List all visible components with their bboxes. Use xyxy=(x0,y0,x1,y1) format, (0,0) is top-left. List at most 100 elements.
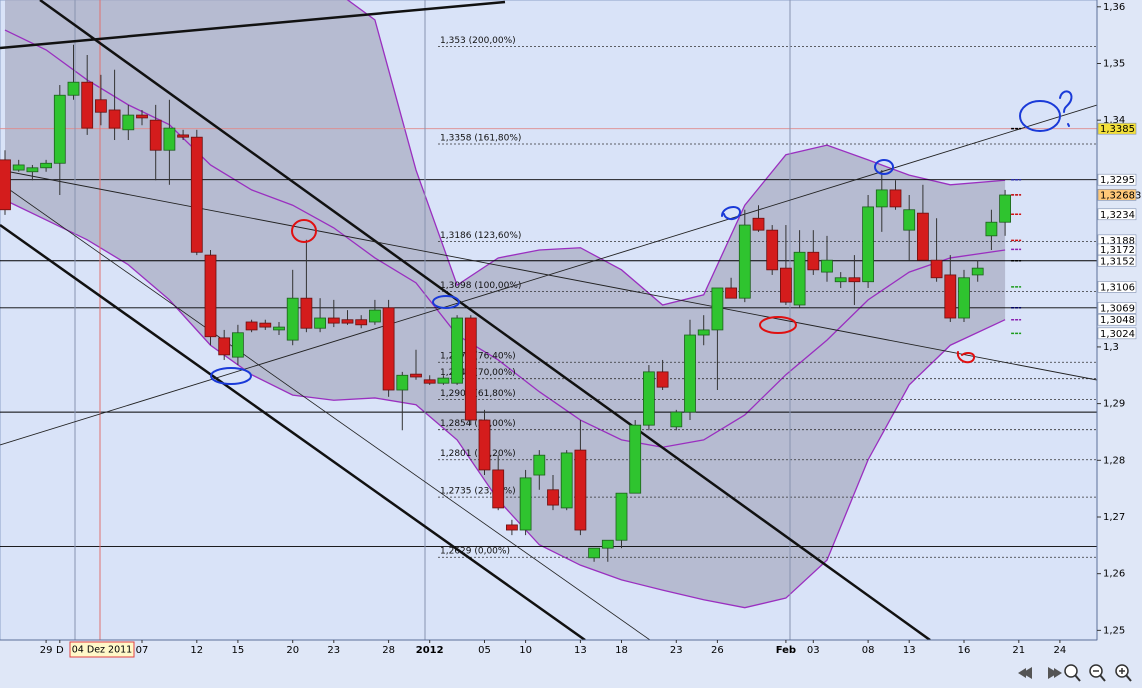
candle-body xyxy=(766,229,779,271)
price-tag-label: 1,3106 xyxy=(1100,282,1135,293)
pen-circle xyxy=(210,367,252,385)
candle-body xyxy=(985,221,998,237)
fib-label: 1,2907 (61,80%) xyxy=(440,389,516,399)
candle-body xyxy=(273,326,285,331)
candle-body xyxy=(656,371,669,388)
fib-label: 1,2735 (23,60%) xyxy=(440,487,516,497)
zoom-handle xyxy=(1074,674,1081,682)
candle-body xyxy=(547,489,559,506)
candle-body xyxy=(136,114,148,119)
x-tick-label: 26 xyxy=(711,645,724,656)
fib-label: 1,2629 (0,00%) xyxy=(440,547,510,557)
candles xyxy=(0,44,1011,562)
price-tag-box xyxy=(1097,243,1137,256)
zoom-fit[interactable] xyxy=(1064,664,1081,682)
candle-body xyxy=(327,317,340,324)
x-tick-label: 29 xyxy=(40,645,53,656)
candle-body xyxy=(190,136,203,253)
price-tag-box xyxy=(1097,254,1137,267)
zoom-in[interactable] xyxy=(1115,664,1132,682)
price-tag-label: 1,3024 xyxy=(1100,329,1135,340)
pen-circle xyxy=(874,159,894,175)
candle-body xyxy=(286,297,299,341)
price-tag-label: 1,3234 xyxy=(1100,210,1135,221)
y-tick-label: 1,29 xyxy=(1103,399,1125,410)
y-tick-label: 1,34 xyxy=(1103,115,1125,126)
x-tick-label: Feb xyxy=(776,645,796,656)
x-tick-label: D xyxy=(56,645,64,656)
x-tick-label: 05 xyxy=(478,645,491,656)
y-tick-label: 1,26 xyxy=(1103,569,1125,580)
price-tag-label: 1,3152 xyxy=(1100,256,1135,267)
fib-label: 1,3098 (100,00%) xyxy=(440,281,521,291)
pen-circle xyxy=(1019,100,1061,132)
band-area xyxy=(5,0,1006,608)
candle-body xyxy=(615,492,628,541)
x-tick-label: 12 xyxy=(190,645,203,656)
scroll-right-icon xyxy=(1048,667,1062,679)
x-tick-label: 08 xyxy=(862,645,875,656)
candle-body xyxy=(95,99,107,113)
candle-body xyxy=(163,127,176,151)
price-tag-box xyxy=(1097,313,1137,326)
zoom-icon xyxy=(1064,664,1078,678)
cursor-box xyxy=(69,641,135,658)
candle-body xyxy=(451,317,464,384)
x-tick-label: 2012 xyxy=(416,645,444,656)
candle-body xyxy=(259,322,272,328)
price-tag-box xyxy=(1097,208,1137,221)
trend-line xyxy=(0,223,586,640)
candle-body xyxy=(601,539,614,549)
scroll-left[interactable] xyxy=(1018,667,1032,679)
price-tag-box xyxy=(1097,302,1137,314)
candle-body xyxy=(519,477,532,531)
candle-body xyxy=(697,329,710,336)
plot: 1,353 (200,00%) 1,3358 (161,80%) 1,3186 (1… xyxy=(0,0,1097,640)
candle-body xyxy=(917,212,929,261)
y-tick-label: 1,35 xyxy=(1103,58,1125,69)
candle-body xyxy=(423,379,436,384)
candle-body xyxy=(574,449,587,531)
candle-body xyxy=(410,373,422,378)
pen-circle xyxy=(291,219,317,243)
candle-body xyxy=(300,297,313,329)
levels: 1,353 (200,00%) 1,3358 (161,80%) 1,3186 (1… xyxy=(0,36,1097,558)
pen-circle xyxy=(432,295,460,309)
zoom-out[interactable] xyxy=(1089,664,1106,682)
candle-body xyxy=(834,277,847,283)
candle-body xyxy=(26,167,39,173)
candle-body xyxy=(382,307,395,391)
x-tick-label: 07 xyxy=(136,645,149,656)
x-tick-label: 20 xyxy=(286,645,299,656)
x-tick-label: 28 xyxy=(382,645,395,656)
x-tick-label: 23 xyxy=(670,645,683,656)
candle-body xyxy=(177,134,190,138)
candle-body xyxy=(533,454,546,476)
band-upper xyxy=(346,0,1006,306)
candle-body xyxy=(204,254,217,338)
fib-label: 1,3186 (123,60%) xyxy=(440,231,521,241)
candle-body xyxy=(944,274,957,319)
candle-body xyxy=(780,267,792,303)
price-tag-label: 1,3188 xyxy=(1100,236,1135,247)
candle-body xyxy=(0,159,11,211)
candle-body xyxy=(396,374,409,391)
candle-body xyxy=(355,319,368,326)
candle-body xyxy=(464,317,477,421)
candle-body xyxy=(478,419,491,471)
date-axis: 29 D 07 12 15 20 23 28 2012 05 10 13 18 23 26 Feb 03 08 13… xyxy=(40,640,1066,656)
candle-body xyxy=(930,259,943,279)
candle-body xyxy=(231,332,244,358)
candle-body xyxy=(725,287,737,299)
candle-body xyxy=(108,109,121,129)
candle-body xyxy=(643,371,655,426)
pen-circle xyxy=(759,316,797,334)
candle-body xyxy=(807,251,820,271)
fib-label: 1,3358 (161,80%) xyxy=(440,133,521,143)
scroll-right[interactable] xyxy=(1048,667,1062,679)
x-tick-label: 03 xyxy=(807,645,820,656)
y-tick-label: 1,3 xyxy=(1103,342,1119,353)
candle-body xyxy=(67,81,80,96)
